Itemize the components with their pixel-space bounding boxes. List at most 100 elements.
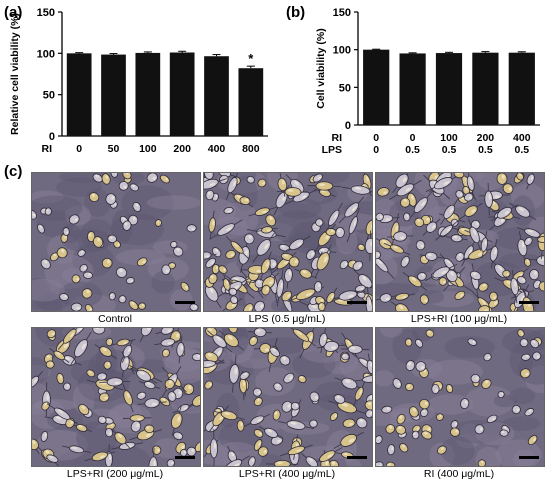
cell xyxy=(455,252,465,262)
cell xyxy=(415,338,424,348)
cell xyxy=(341,185,372,195)
cell xyxy=(122,173,132,180)
cell xyxy=(468,219,482,251)
cell xyxy=(396,413,406,425)
cell xyxy=(520,368,531,379)
x-tick-label: 0 xyxy=(76,143,82,155)
cell xyxy=(92,328,106,335)
cell xyxy=(517,329,525,338)
cell xyxy=(415,240,426,251)
background-texture xyxy=(121,185,174,221)
cell xyxy=(420,408,429,418)
cell xyxy=(128,300,139,311)
scale-bar xyxy=(347,456,367,459)
cell xyxy=(207,330,233,353)
cell xyxy=(339,259,349,270)
cell xyxy=(459,202,483,220)
cell xyxy=(306,249,316,260)
cell xyxy=(288,256,300,268)
cell xyxy=(144,424,155,434)
cell xyxy=(46,454,59,463)
cell xyxy=(324,287,338,308)
cell xyxy=(86,369,96,378)
cell xyxy=(173,431,184,441)
scale-bar xyxy=(175,301,195,304)
cell xyxy=(137,302,146,310)
cell xyxy=(419,251,443,261)
y-axis-label: Relative cell viability (%) xyxy=(9,13,21,135)
scale-bar xyxy=(519,456,539,459)
significance-marker: * xyxy=(248,51,254,66)
cell xyxy=(334,377,365,390)
cell xyxy=(32,434,40,455)
cell xyxy=(502,269,511,278)
y-tick-label: 50 xyxy=(43,90,55,102)
micrograph-control xyxy=(31,172,201,312)
cell xyxy=(155,328,180,335)
cell xyxy=(526,173,536,190)
cell xyxy=(204,380,213,390)
cell xyxy=(402,271,428,291)
cell xyxy=(521,353,531,361)
cell xyxy=(204,173,214,180)
cell xyxy=(290,401,300,411)
cell xyxy=(45,360,55,369)
cell xyxy=(315,218,324,227)
cell xyxy=(424,263,458,282)
cell xyxy=(259,251,272,281)
cell xyxy=(273,382,283,392)
background-texture xyxy=(151,271,175,294)
background-texture xyxy=(509,387,536,405)
background-texture xyxy=(153,438,182,459)
cell xyxy=(258,426,284,440)
cell xyxy=(154,338,182,347)
cell xyxy=(105,193,117,205)
background-texture xyxy=(32,278,65,302)
cell xyxy=(385,461,396,466)
cell xyxy=(81,288,93,299)
bar xyxy=(204,56,229,136)
cell xyxy=(159,174,170,184)
cell xyxy=(342,418,356,428)
background-texture xyxy=(270,210,327,244)
cell xyxy=(437,445,447,455)
cell xyxy=(84,451,116,462)
cell xyxy=(261,284,271,296)
cell xyxy=(248,206,277,217)
cell xyxy=(238,237,251,273)
cell xyxy=(537,236,544,243)
cell xyxy=(399,443,409,453)
cell xyxy=(101,173,111,185)
cell xyxy=(529,268,540,281)
background-texture xyxy=(509,342,534,377)
cell xyxy=(329,412,339,421)
cell xyxy=(532,351,542,361)
y-axis-label: Cell viability (%) xyxy=(315,28,327,109)
cell xyxy=(213,410,245,421)
cell xyxy=(462,186,470,195)
cell xyxy=(527,435,538,446)
cell xyxy=(57,328,82,350)
cell xyxy=(333,431,364,449)
cell xyxy=(278,420,315,430)
cell xyxy=(392,378,402,389)
x-tick-label: 0.5 xyxy=(478,144,493,156)
cell xyxy=(502,183,514,194)
cell xyxy=(341,344,370,354)
cell xyxy=(346,207,360,243)
cell xyxy=(99,377,131,387)
cell xyxy=(136,257,148,267)
cell xyxy=(187,392,200,409)
cell xyxy=(115,267,128,278)
cell xyxy=(314,244,332,279)
background-texture xyxy=(56,450,95,466)
cell xyxy=(282,235,311,253)
cell xyxy=(167,391,177,402)
cell xyxy=(414,217,425,228)
cell xyxy=(204,251,217,260)
cell xyxy=(445,234,468,243)
cell xyxy=(110,428,130,449)
cell xyxy=(422,218,441,236)
cell xyxy=(205,328,218,337)
cell xyxy=(230,295,239,305)
